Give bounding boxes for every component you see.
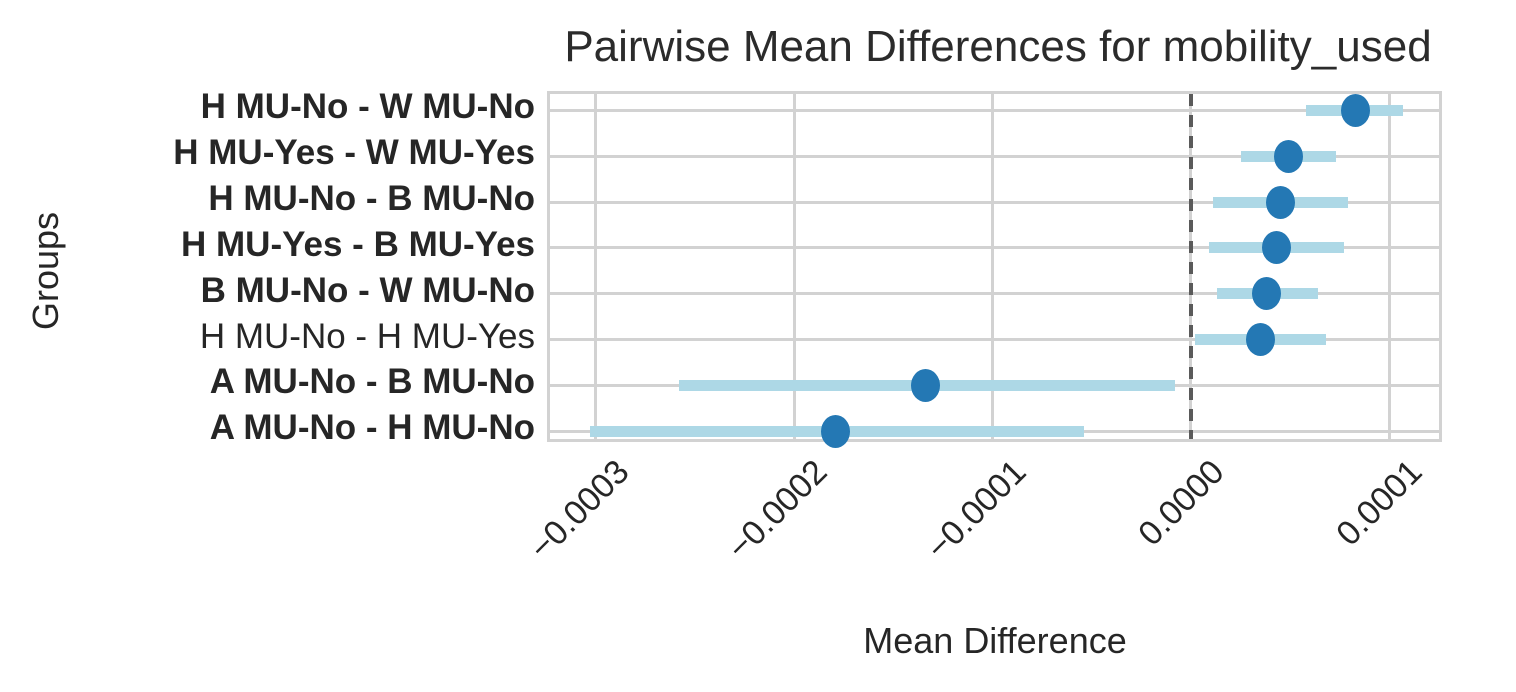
mean-difference-dot: [1261, 231, 1291, 265]
y-tick-label: B MU-No - W MU-No: [200, 270, 535, 310]
h-gridline: [550, 246, 1439, 250]
x-tick-label: −0.0001: [918, 452, 1034, 568]
y-tick-label: H MU-Yes - W MU-Yes: [173, 133, 535, 173]
h-gridline: [550, 292, 1439, 296]
mean-difference-dot: [1245, 323, 1275, 357]
mean-difference-dot: [1341, 93, 1371, 127]
mean-difference-dot: [1265, 185, 1295, 219]
y-tick-label: A MU-No - B MU-No: [209, 362, 535, 402]
v-gridline: [594, 94, 598, 439]
mean-difference-dot: [1251, 277, 1281, 311]
y-tick-label: H MU-Yes - B MU-Yes: [181, 224, 535, 264]
chart-title: Pairwise Mean Differences for mobility_u…: [564, 22, 1432, 71]
v-gridline: [1387, 94, 1391, 439]
y-tick-label: H MU-No - W MU-No: [200, 87, 535, 127]
x-axis-label: Mean Difference: [863, 620, 1127, 661]
mean-difference-dot: [1273, 139, 1303, 173]
x-tick-label: −0.0003: [521, 452, 637, 568]
y-tick-label: H MU-No - B MU-No: [208, 179, 535, 218]
h-gridline: [550, 108, 1439, 112]
v-gridline: [792, 94, 796, 439]
h-gridline: [550, 154, 1439, 158]
h-gridline: [550, 338, 1439, 342]
y-tick-label: H MU-No - H MU-Yes: [199, 316, 535, 356]
x-tick-label: 0.0000: [1131, 452, 1232, 554]
plot-area: [547, 91, 1442, 448]
zero-reference-line: [1188, 94, 1193, 439]
mean-difference-dot: [821, 414, 851, 448]
mean-difference-dot: [910, 368, 940, 402]
y-tick-label: A MU-No - H MU-No: [209, 408, 535, 448]
v-gridline: [991, 94, 995, 439]
x-tick-label: 0.0001: [1329, 452, 1430, 554]
h-gridline: [550, 200, 1439, 204]
x-tick-label: −0.0002: [720, 452, 835, 568]
